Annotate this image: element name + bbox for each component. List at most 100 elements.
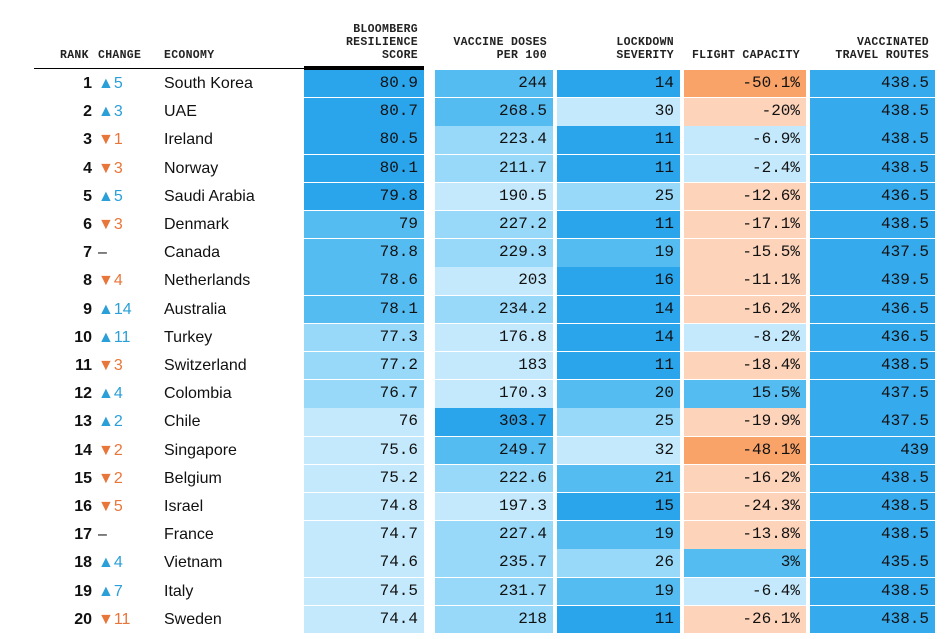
economy: Australia bbox=[164, 300, 227, 318]
value-cell: 438.5 bbox=[810, 493, 935, 521]
change: ▼5 bbox=[98, 498, 123, 515]
value-cell: 11 bbox=[557, 154, 680, 182]
value-cell: 438.5 bbox=[810, 464, 935, 493]
rank: 12 bbox=[74, 385, 92, 403]
value-cell: -19.9% bbox=[684, 408, 806, 436]
rank: 3 bbox=[83, 131, 92, 149]
value-cell: 438.5 bbox=[810, 70, 935, 98]
value-cell: 438.5 bbox=[810, 521, 935, 549]
rank: 17 bbox=[74, 526, 92, 544]
value-cell: 21 bbox=[557, 464, 680, 493]
economy: France bbox=[164, 526, 214, 544]
rank: 8 bbox=[83, 272, 92, 290]
rank: 2 bbox=[83, 103, 92, 121]
header-line: CHANGE bbox=[98, 49, 142, 62]
value-cell: 231.7 bbox=[435, 577, 553, 605]
header-line: LOCKDOWN bbox=[616, 36, 674, 49]
column-header: VACCINATED TRAVEL ROUTES bbox=[810, 0, 935, 62]
value-cell: 438.5 bbox=[810, 605, 935, 634]
value-cell: 437.5 bbox=[810, 239, 935, 267]
value-cell: 74.8 bbox=[304, 493, 424, 521]
value-cell: 75.6 bbox=[304, 436, 424, 464]
change: ▼3 bbox=[98, 216, 123, 233]
value-cell: 11 bbox=[557, 126, 680, 154]
change: ▼1 bbox=[98, 131, 123, 149]
rank: 16 bbox=[74, 498, 92, 515]
economy: Canada bbox=[164, 244, 221, 262]
rank: 20 bbox=[74, 610, 92, 628]
change: ▲14 bbox=[98, 300, 132, 318]
value-cell: 74.6 bbox=[304, 549, 424, 577]
value-cell: 76.7 bbox=[304, 380, 424, 408]
value-cell: -6.9% bbox=[684, 126, 806, 154]
change: ▼2 bbox=[98, 441, 123, 459]
rank: 1 bbox=[83, 75, 92, 92]
column-header: ECONOMY bbox=[164, 0, 300, 62]
value-cell: 11 bbox=[557, 605, 680, 634]
column-header: VACCINE DOSES PER 100 bbox=[435, 0, 553, 62]
change: ▲4 bbox=[98, 385, 123, 403]
change: ▼3 bbox=[98, 357, 123, 374]
change: ▲11 bbox=[98, 328, 131, 346]
change: – bbox=[98, 244, 107, 262]
value-cell: 436.5 bbox=[810, 323, 935, 352]
header-line: PER 100 bbox=[496, 49, 547, 62]
header-line: RESILIENCE bbox=[345, 36, 418, 49]
value-cell: 438.5 bbox=[810, 98, 935, 126]
economy: Turkey bbox=[164, 328, 213, 346]
value-cell: 19 bbox=[557, 239, 680, 267]
value-cell: 78.8 bbox=[304, 239, 424, 267]
header-line: VACCINE DOSES bbox=[453, 36, 547, 49]
economy: Israel bbox=[164, 498, 204, 515]
value-cell: 19 bbox=[557, 577, 680, 605]
value-cell: 218 bbox=[435, 605, 553, 634]
header-line: SEVERITY bbox=[616, 49, 674, 62]
economy: Singapore bbox=[164, 441, 237, 459]
value-cell: 78.1 bbox=[304, 295, 424, 323]
value-cell: -48.1% bbox=[684, 436, 806, 464]
value-cell: 30 bbox=[557, 98, 680, 126]
header-line: BLOOMBERG bbox=[353, 23, 418, 36]
value-cell: 211.7 bbox=[435, 154, 553, 182]
value-cell: 16 bbox=[557, 267, 680, 295]
rank: 5 bbox=[83, 187, 92, 205]
rank: 7 bbox=[83, 244, 92, 262]
value-cell: 74.5 bbox=[304, 577, 424, 605]
economy: Belgium bbox=[164, 469, 222, 487]
economy: Denmark bbox=[164, 216, 229, 233]
value-cell: 190.5 bbox=[435, 182, 553, 211]
value-cell: 197.3 bbox=[435, 493, 553, 521]
economy: Vietnam bbox=[164, 554, 223, 572]
value-cell: -18.4% bbox=[684, 352, 806, 380]
change: ▲5 bbox=[98, 187, 123, 205]
value-cell: -16.2% bbox=[684, 464, 806, 493]
value-cell: 244 bbox=[435, 70, 553, 98]
value-cell: 15 bbox=[557, 493, 680, 521]
value-cell: -24.3% bbox=[684, 493, 806, 521]
value-cell: -12.6% bbox=[684, 182, 806, 211]
value-cell: -20% bbox=[684, 98, 806, 126]
change: ▼2 bbox=[98, 469, 123, 487]
score-rule bbox=[304, 66, 424, 70]
economy: Switzerland bbox=[164, 357, 247, 374]
change: ▲2 bbox=[98, 413, 123, 431]
value-cell: 438.5 bbox=[810, 211, 935, 239]
value-cell: 74.7 bbox=[304, 521, 424, 549]
economy: UAE bbox=[164, 103, 197, 121]
change: ▲4 bbox=[98, 554, 123, 572]
economy: Ireland bbox=[164, 131, 213, 149]
value-cell: 436.5 bbox=[810, 295, 935, 323]
value-cell: 438.5 bbox=[810, 577, 935, 605]
rank: 6 bbox=[83, 216, 92, 233]
value-cell: 25 bbox=[557, 182, 680, 211]
value-cell: 435.5 bbox=[810, 549, 935, 577]
value-cell: 14 bbox=[557, 323, 680, 352]
rank: 4 bbox=[83, 159, 92, 177]
change: ▼3 bbox=[98, 159, 123, 177]
value-cell: -17.1% bbox=[684, 211, 806, 239]
economy: Italy bbox=[164, 582, 194, 600]
value-cell: -16.2% bbox=[684, 295, 806, 323]
value-cell: 438.5 bbox=[810, 154, 935, 182]
value-cell: 439 bbox=[810, 436, 935, 464]
value-cell: 203 bbox=[435, 267, 553, 295]
